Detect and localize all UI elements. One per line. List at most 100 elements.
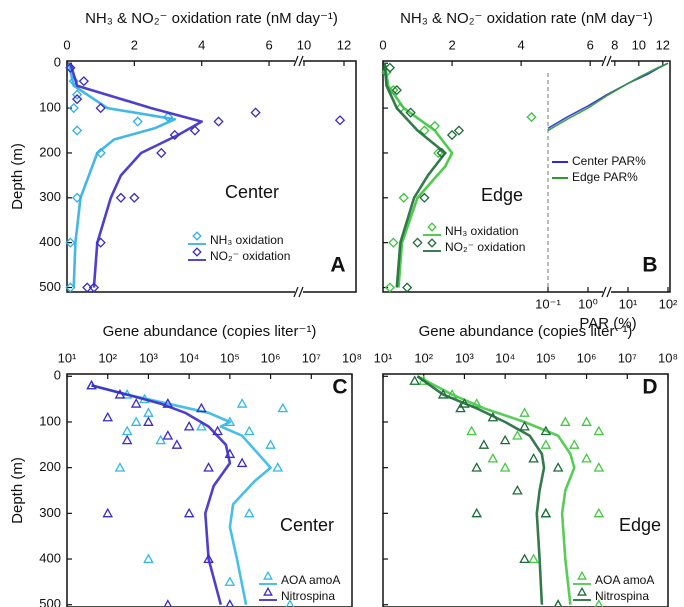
x-tick-label: 4 <box>518 37 525 52</box>
plot-frame <box>66 373 353 607</box>
data-point <box>285 599 295 607</box>
panel: 10¹ 10² 10³ 10⁴ 10⁵ 10⁶ 10⁷ 10⁸ Gene abundance (… <box>374 323 678 607</box>
data-point <box>478 439 490 449</box>
data-point <box>171 439 183 449</box>
x-tick-label: 10⁷ <box>302 350 321 365</box>
axis-break <box>606 55 612 67</box>
data-point <box>95 102 106 114</box>
plot-frame <box>382 60 671 293</box>
par-line <box>547 62 669 132</box>
data-point <box>528 553 539 564</box>
data-point <box>519 421 530 431</box>
panel-label: D <box>642 376 657 399</box>
legend-label: Edge PAR% <box>572 170 638 184</box>
data-point <box>203 553 214 564</box>
data-point <box>78 76 89 87</box>
axis-break <box>606 286 612 298</box>
panel-label: B <box>642 254 657 277</box>
x-tick-label: 10¹ <box>374 350 393 365</box>
x-tick-label: 6 <box>587 37 594 52</box>
data-point <box>559 416 571 426</box>
data-point <box>169 129 180 141</box>
legend-marker <box>192 247 202 257</box>
data-point <box>65 62 76 73</box>
y-tick-label: 300 <box>39 505 61 520</box>
data-point <box>196 421 207 431</box>
data-point <box>114 462 126 472</box>
data-point <box>225 599 235 607</box>
x-tick-label: 10² <box>98 350 117 365</box>
data-point <box>189 125 201 136</box>
y-tick-label: 300 <box>39 189 61 204</box>
x-tick-label: 10⁵ <box>220 350 240 365</box>
data-point <box>552 462 564 472</box>
data-point <box>162 430 174 440</box>
panel: 0 100 200 300 400 500 0 2 4 6 10 12 NH₃ & NO₂⁻ oxida… <box>9 10 357 298</box>
fit-line <box>91 384 272 605</box>
data-point <box>594 599 604 607</box>
x-tick-label: 0 <box>379 37 386 52</box>
y-tick-label: 0 <box>54 368 61 383</box>
data-point <box>102 507 114 518</box>
data-point <box>419 192 430 203</box>
legend-marker <box>577 570 587 580</box>
x-tick-label: 10⁷ <box>618 350 637 365</box>
data-point <box>593 425 605 436</box>
data-point <box>65 237 76 248</box>
fit-line <box>69 62 203 288</box>
data-point <box>71 94 83 105</box>
x-tick-label: 10 <box>632 37 646 52</box>
legend-label: Center PAR% <box>572 154 646 168</box>
annotation: Center <box>225 182 279 202</box>
data-point <box>581 416 592 426</box>
data-point <box>203 462 214 472</box>
data-point <box>277 402 289 413</box>
data-point <box>155 434 166 445</box>
data-point <box>162 111 174 123</box>
x-axis-title: Gene abundance (copies liter⁻¹) <box>419 323 633 340</box>
y-axis-title: Depth (m) <box>9 143 26 210</box>
data-point <box>455 402 466 413</box>
y-tick-label: 200 <box>39 144 61 159</box>
data-point <box>402 282 413 293</box>
x-tick-label: 8 <box>611 37 618 52</box>
data-point <box>82 282 93 293</box>
axis-break <box>298 286 304 298</box>
x2-tick-label: 10⁻¹ <box>535 296 561 311</box>
data-point <box>132 116 143 127</box>
data-point <box>224 448 236 458</box>
x-axis-title: NH₃ & NO₂⁻ oxidation rate (nM day⁻¹) <box>400 10 653 27</box>
data-point <box>540 425 552 436</box>
annotation: Center <box>280 515 334 535</box>
data-point <box>71 125 83 136</box>
data-point <box>156 147 167 159</box>
data-point <box>412 237 423 248</box>
x-tick-label: 10³ <box>455 350 474 365</box>
data-point <box>487 452 499 463</box>
legend-label: AOA amoA <box>281 573 340 587</box>
x-tick-label: 4 <box>198 37 205 52</box>
annotation: Edge <box>481 185 523 205</box>
fit-line <box>416 375 576 605</box>
x-tick-label: 10⁴ <box>179 350 199 365</box>
data-point <box>388 85 399 96</box>
y-tick-label: 500 <box>39 279 61 294</box>
data-point <box>114 389 126 399</box>
panel-label: C <box>332 376 347 399</box>
data-point <box>163 599 173 607</box>
data-point <box>196 402 207 413</box>
axis-break <box>601 286 607 298</box>
x2-tick-label: 10¹ <box>619 296 638 311</box>
data-point <box>499 462 511 472</box>
data-point <box>409 375 420 385</box>
data-point <box>236 457 248 468</box>
legend-marker <box>263 570 273 580</box>
data-point <box>499 434 511 445</box>
data-point <box>388 237 399 248</box>
data-point <box>384 282 396 293</box>
axis-break <box>293 55 299 67</box>
data-point <box>243 507 255 518</box>
x-tick-label: 10¹ <box>58 350 77 365</box>
legend-label: Nitrospina <box>595 589 649 603</box>
x-tick-label: 10⁵ <box>536 350 556 365</box>
